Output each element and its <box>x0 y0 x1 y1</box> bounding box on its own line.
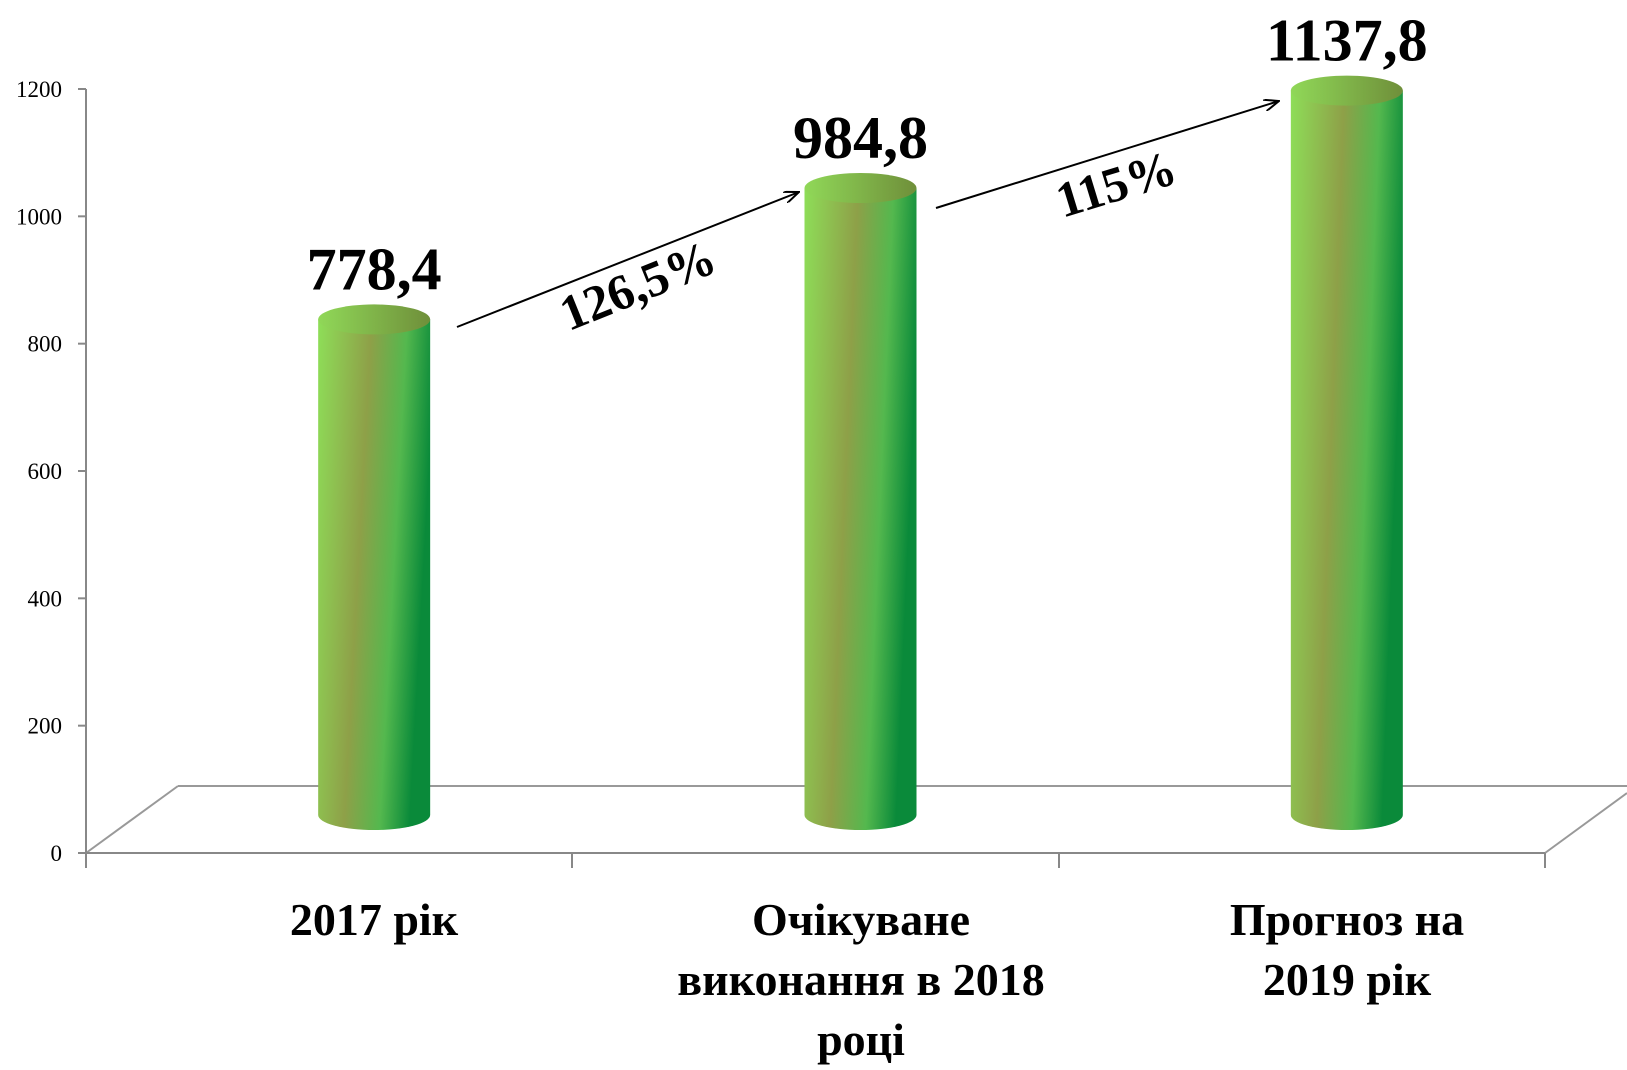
y-tick-label: 400 <box>28 586 63 611</box>
y-tick-label: 200 <box>28 714 63 739</box>
data-label: 984,8 <box>793 105 928 171</box>
bar-top <box>318 304 431 335</box>
bar-top <box>804 173 917 204</box>
arrow <box>935 101 1279 209</box>
x-tick-label: Прогноз на 2019 рік <box>1229 894 1465 1005</box>
y-tick-label: 600 <box>28 459 63 484</box>
bar-top <box>1290 75 1403 106</box>
y-tick-label: 800 <box>28 332 63 357</box>
x-tick-label: 2017 рік <box>289 894 459 945</box>
arrow <box>456 192 799 328</box>
x-tick-label: Очікуване виконання в 2018 році <box>677 894 1045 1065</box>
y-tick-label: 1200 <box>16 77 62 102</box>
bar <box>804 188 917 831</box>
y-tick-label: 1000 <box>16 204 62 229</box>
data-label: 1137,8 <box>1266 8 1428 74</box>
y-tick-label: 0 <box>51 841 63 866</box>
x-axis <box>85 852 1546 868</box>
data-label: 778,4 <box>307 236 442 302</box>
bar <box>1290 90 1403 831</box>
bar <box>318 319 431 831</box>
annotation: 126,5% <box>552 229 724 342</box>
